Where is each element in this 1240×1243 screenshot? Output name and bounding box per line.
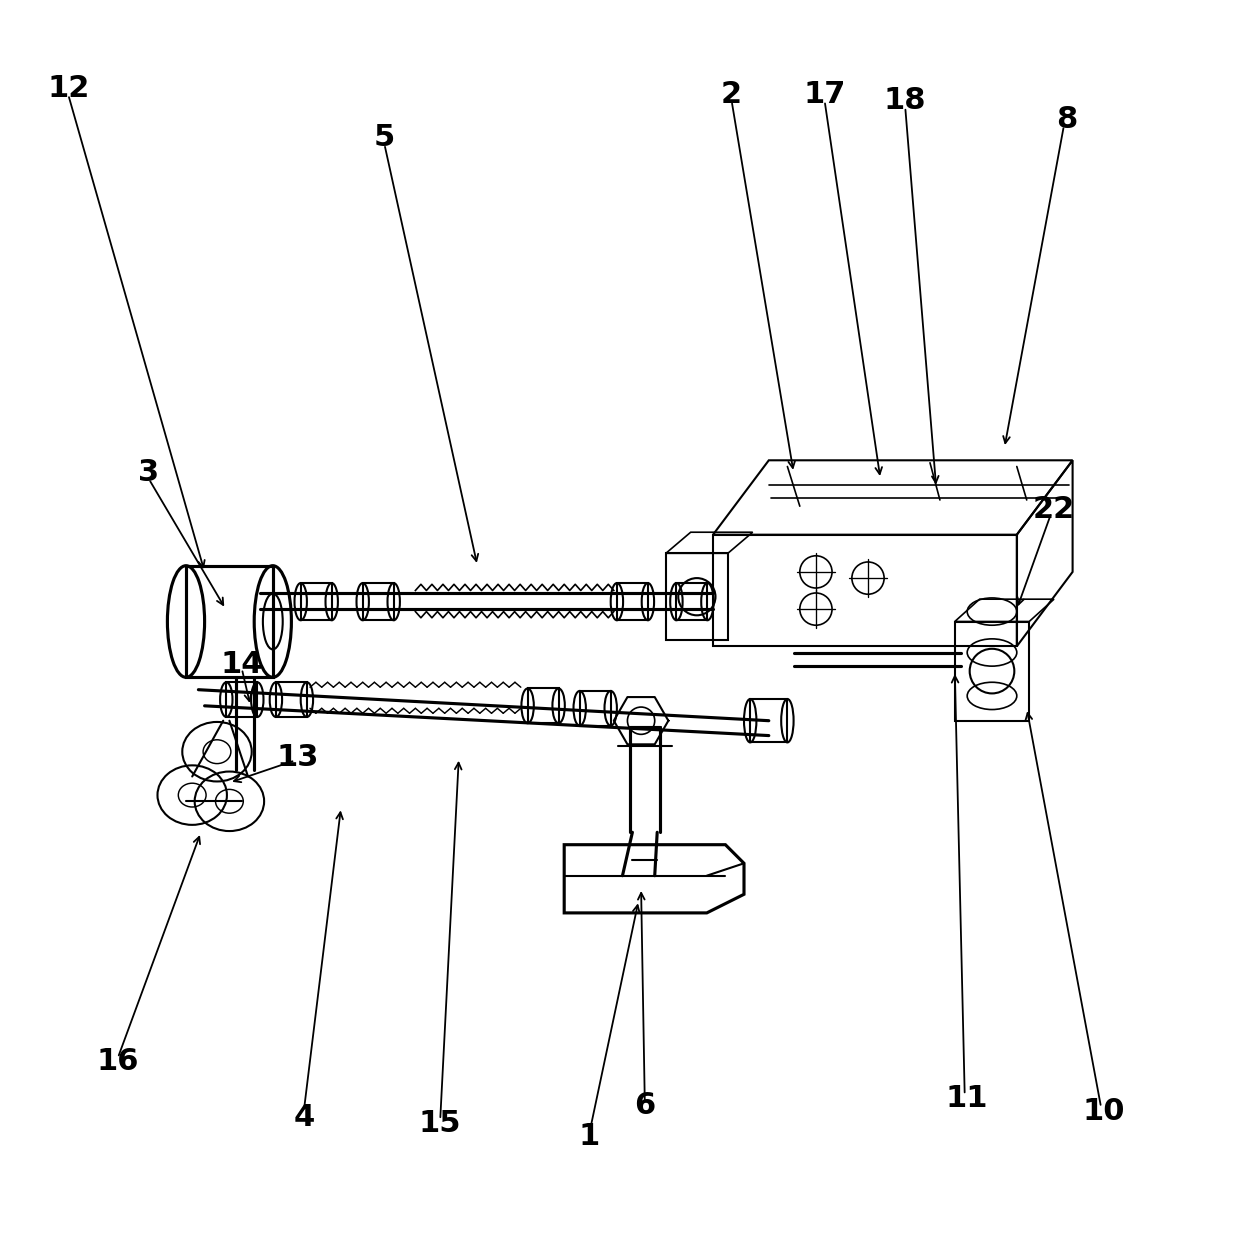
Bar: [618, 583, 647, 620]
Bar: [528, 689, 558, 723]
Bar: [362, 583, 394, 620]
Text: 10: 10: [1083, 1096, 1125, 1126]
Bar: [955, 622, 1029, 721]
Bar: [275, 682, 306, 717]
Text: 14: 14: [221, 650, 263, 680]
Text: 8: 8: [1055, 104, 1078, 134]
Text: 3: 3: [138, 459, 160, 487]
Text: 17: 17: [804, 80, 846, 109]
Text: 2: 2: [720, 80, 743, 109]
Text: 1: 1: [578, 1121, 600, 1151]
Text: 11: 11: [946, 1084, 988, 1114]
Text: 6: 6: [634, 1090, 656, 1120]
Text: 18: 18: [884, 86, 926, 116]
Text: 5: 5: [373, 123, 396, 153]
Bar: [186, 566, 273, 677]
Bar: [300, 583, 332, 620]
Bar: [677, 583, 707, 620]
Text: 4: 4: [293, 1103, 315, 1132]
Text: 16: 16: [97, 1047, 139, 1076]
Bar: [666, 553, 728, 640]
Bar: [579, 691, 610, 726]
Text: 12: 12: [47, 73, 89, 103]
Bar: [226, 682, 257, 717]
Bar: [750, 699, 787, 742]
Text: 15: 15: [419, 1109, 461, 1139]
Text: 13: 13: [277, 743, 319, 772]
Text: 22: 22: [1033, 496, 1075, 525]
